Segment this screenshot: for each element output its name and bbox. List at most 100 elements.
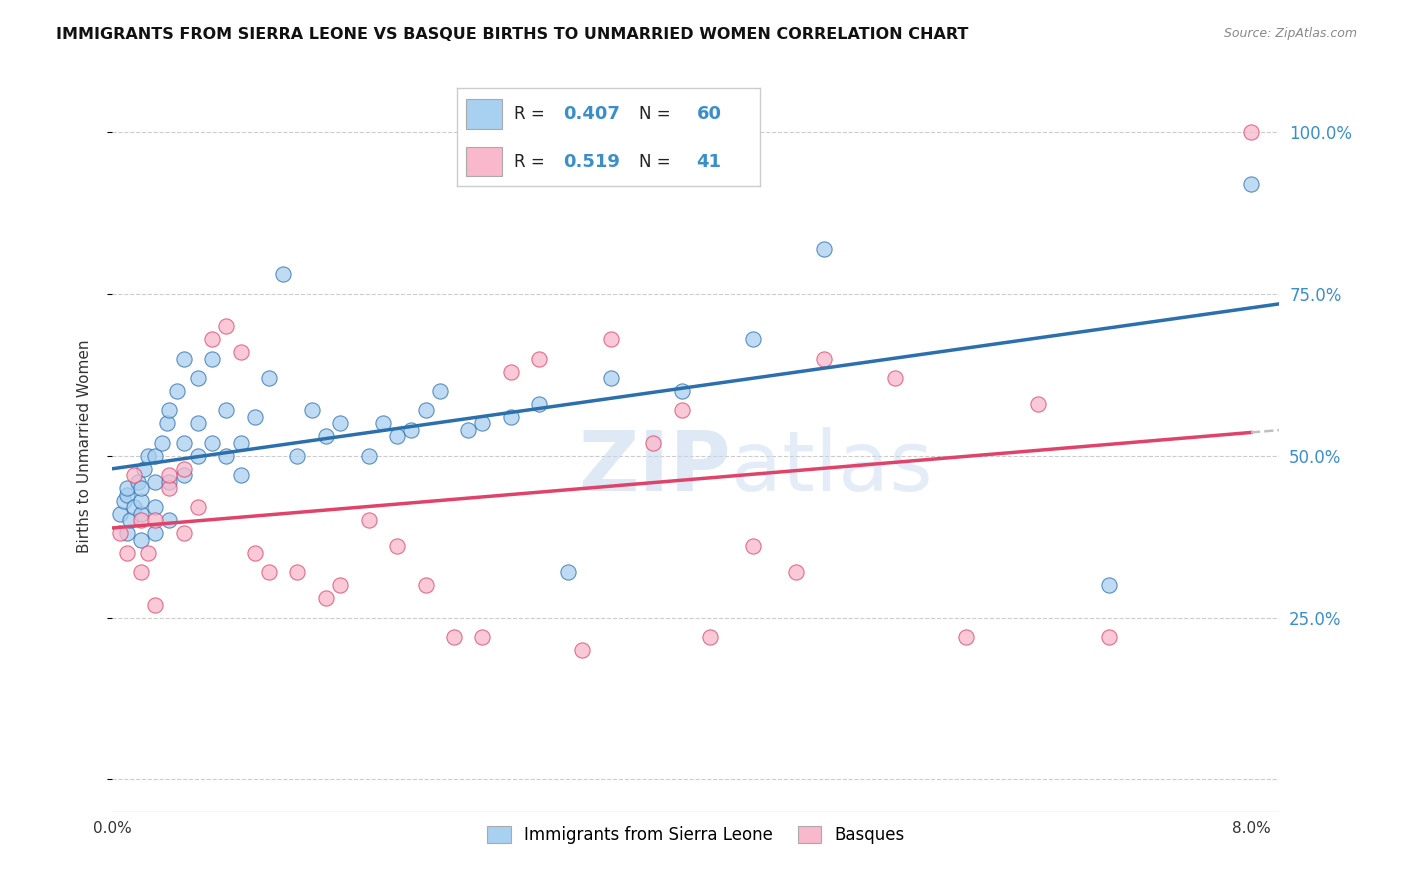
Point	[785, 566, 807, 580]
Text: ZIP: ZIP	[578, 427, 731, 508]
Point	[315, 591, 337, 606]
Point	[415, 403, 437, 417]
Point	[115, 487, 138, 501]
Point	[243, 546, 266, 560]
Point	[143, 513, 166, 527]
Point	[215, 449, 238, 463]
Point	[157, 513, 180, 527]
Text: Source: ZipAtlas.com: Source: ZipAtlas.com	[1223, 27, 1357, 40]
Point	[287, 449, 309, 463]
Point	[471, 630, 494, 644]
Point	[741, 539, 763, 553]
Text: atlas: atlas	[731, 427, 932, 508]
Point	[132, 461, 155, 475]
Point	[173, 461, 195, 475]
Point	[741, 332, 763, 346]
Text: IMMIGRANTS FROM SIERRA LEONE VS BASQUE BIRTHS TO UNMARRIED WOMEN CORRELATION CHA: IMMIGRANTS FROM SIERRA LEONE VS BASQUE B…	[56, 27, 969, 42]
Point	[1240, 177, 1263, 191]
Point	[813, 242, 835, 256]
Point	[1098, 630, 1121, 644]
Point	[329, 578, 352, 592]
Point	[122, 500, 145, 515]
Point	[257, 371, 280, 385]
Point	[129, 533, 152, 547]
Point	[229, 435, 252, 450]
Point	[471, 417, 494, 431]
Point	[187, 500, 209, 515]
Point	[187, 371, 209, 385]
Point	[329, 417, 352, 431]
Point	[229, 345, 252, 359]
Point	[499, 365, 522, 379]
Point	[155, 417, 177, 431]
Point	[136, 546, 159, 560]
Point	[201, 351, 224, 366]
Point	[143, 475, 166, 489]
Point	[129, 513, 152, 527]
Point	[1240, 125, 1263, 139]
Point	[357, 513, 380, 527]
Point	[115, 546, 138, 560]
Point	[699, 630, 721, 644]
Point	[187, 417, 209, 431]
Point	[166, 384, 188, 398]
Point	[122, 468, 145, 483]
Point	[157, 468, 180, 483]
Point	[955, 630, 977, 644]
Point	[599, 371, 621, 385]
Point	[129, 481, 152, 495]
Point	[529, 351, 551, 366]
Point	[315, 429, 337, 443]
Point	[385, 539, 408, 553]
Legend: Immigrants from Sierra Leone, Basques: Immigrants from Sierra Leone, Basques	[481, 820, 911, 851]
Point	[385, 429, 408, 443]
Point	[108, 526, 131, 541]
Point	[357, 449, 380, 463]
Point	[173, 468, 195, 483]
Point	[271, 268, 294, 282]
Point	[150, 435, 173, 450]
Point	[813, 351, 835, 366]
Point	[1026, 397, 1049, 411]
Point	[157, 481, 180, 495]
Point	[201, 332, 224, 346]
Point	[215, 319, 238, 334]
Point	[401, 423, 423, 437]
Point	[157, 403, 180, 417]
Point	[599, 332, 621, 346]
Point	[173, 435, 195, 450]
Point	[287, 566, 309, 580]
Point	[129, 507, 152, 521]
Y-axis label: Births to Unmarried Women: Births to Unmarried Women	[77, 339, 91, 553]
Point	[108, 507, 131, 521]
Point	[671, 384, 693, 398]
Point	[1098, 578, 1121, 592]
Point	[115, 481, 138, 495]
Point	[187, 449, 209, 463]
Point	[129, 494, 152, 508]
Point	[129, 566, 152, 580]
Point	[571, 643, 593, 657]
Point	[443, 630, 465, 644]
Point	[157, 475, 180, 489]
Point	[643, 435, 665, 450]
Point	[201, 435, 224, 450]
Point	[557, 566, 579, 580]
Point	[118, 513, 141, 527]
Point	[173, 351, 195, 366]
Point	[136, 449, 159, 463]
Point	[229, 468, 252, 483]
Point	[415, 578, 437, 592]
Point	[173, 526, 195, 541]
Point	[884, 371, 907, 385]
Point	[257, 566, 280, 580]
Point	[301, 403, 323, 417]
Point	[429, 384, 451, 398]
Point	[499, 409, 522, 424]
Point	[143, 500, 166, 515]
Point	[115, 526, 138, 541]
Point	[215, 403, 238, 417]
Point	[243, 409, 266, 424]
Point	[127, 475, 149, 489]
Point	[143, 526, 166, 541]
